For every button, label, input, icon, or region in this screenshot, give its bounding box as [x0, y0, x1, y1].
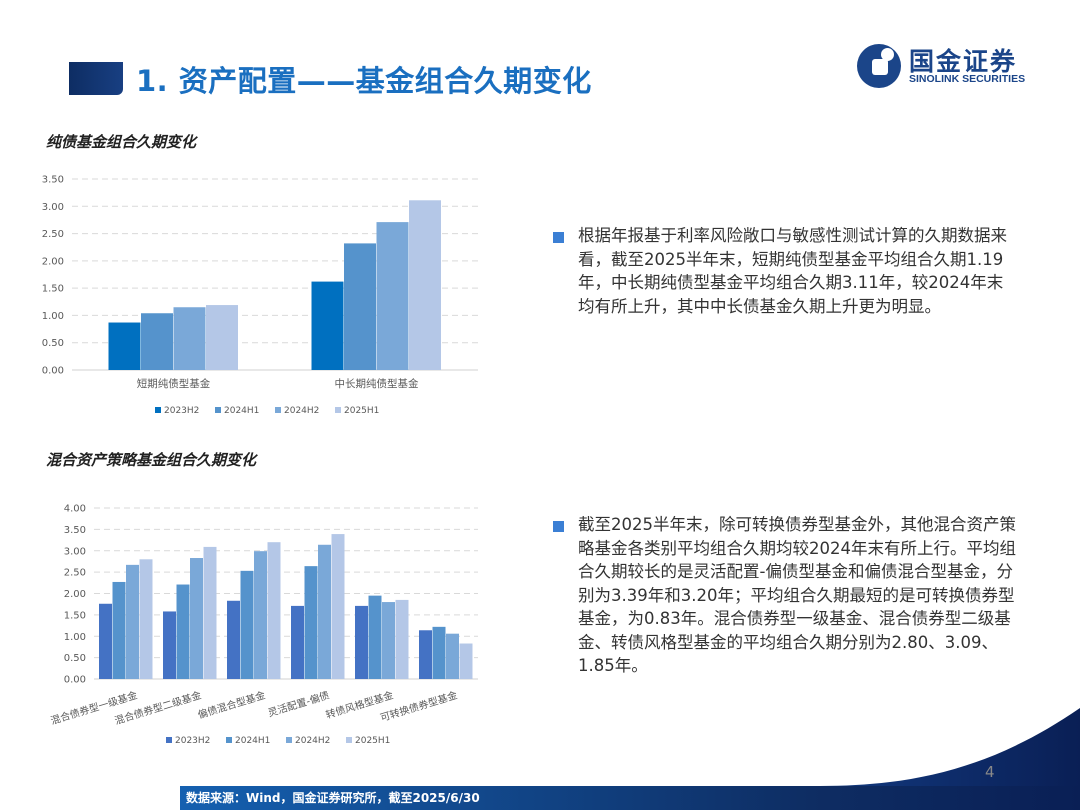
y-tick-label: 3.00	[42, 202, 64, 213]
legend-label: 2024H2	[295, 736, 330, 746]
bar-2024H2	[382, 602, 395, 679]
legend-label: 2024H2	[284, 406, 319, 416]
bar-2023H2	[355, 605, 368, 679]
y-tick-label: 2.50	[64, 568, 86, 579]
legend-swatch	[166, 737, 172, 743]
x-category-label: 偏债混合型基金	[196, 688, 267, 721]
page-title: 1. 资产配置——基金组合久期变化	[136, 64, 592, 98]
chart-legend: 2023H2 2024H1 2024H2 2025H1	[155, 406, 379, 416]
chart-legend: 2023H2 2024H1 2024H2 2025H1	[166, 736, 390, 746]
legend-label: 2023H2	[175, 736, 210, 746]
bar-2023H2	[227, 600, 240, 679]
title-accent-block	[69, 62, 123, 95]
bar-2024H2	[446, 633, 459, 679]
bar-2024H1	[368, 595, 382, 679]
bar-2025H1	[203, 546, 217, 679]
legend-swatch	[215, 407, 221, 413]
bar-2025H1	[139, 559, 153, 679]
bar-2024H2	[318, 544, 331, 679]
y-tick-label: 2.00	[64, 589, 86, 600]
x-category-label: 短期纯债型基金	[137, 377, 211, 390]
y-tick-label: 0.00	[64, 675, 86, 686]
y-tick-label: 2.00	[42, 256, 64, 267]
legend-swatch	[335, 407, 341, 413]
bar-2024H2	[376, 222, 409, 370]
bullet-icon	[553, 521, 564, 532]
y-tick-label: 4.00	[64, 504, 86, 515]
y-tick-label: 3.50	[42, 175, 64, 186]
mixed-asset-duration-chart: 0.000.501.001.502.002.503.003.504.00混合债券…	[49, 504, 478, 746]
bar-2025H1	[331, 534, 345, 679]
corner-swoosh-decoration	[820, 708, 1080, 810]
y-tick-label: 0.00	[42, 366, 64, 377]
legend-swatch	[346, 737, 352, 743]
bar-2025H1	[395, 599, 409, 679]
y-tick-label: 1.50	[64, 610, 86, 621]
bullet-icon	[553, 232, 564, 243]
bar-2024H1	[141, 313, 173, 370]
bar-2023H2	[108, 322, 141, 370]
bar-2023H2	[163, 611, 176, 679]
x-category-label: 灵活配置-偏债	[266, 688, 331, 719]
bullet-text-1: 根据年报基于利率风险敞口与敏感性测试计算的久期数据来看，截至2025半年末，短期…	[578, 226, 1007, 316]
logo-icon	[857, 44, 901, 88]
legend-swatch	[275, 407, 281, 413]
legend-swatch	[286, 737, 292, 743]
bar-2023H2	[419, 630, 432, 679]
y-tick-label: 1.50	[42, 284, 64, 295]
pure-bond-duration-chart: 0.00 0.50 1.00 1.50 2.00 2.50 3.00 3.50 短期纯债型基金 中…	[42, 175, 478, 416]
legend-label: 2023H2	[164, 406, 199, 416]
footer-band	[180, 786, 1080, 810]
bar-2023H2	[99, 603, 112, 679]
bar-2024H1	[432, 626, 446, 679]
y-tick-label: 1.00	[64, 632, 86, 643]
legend-label: 2025H1	[355, 736, 390, 746]
logo-english-name: SINOLINK SECURITIES	[909, 73, 1026, 85]
bar-2024H2	[173, 307, 206, 370]
x-category-label: 中长期纯债型基金	[335, 377, 419, 390]
company-logo: 国金证券 SINOLINK SECURITIES	[857, 44, 1057, 94]
legend-label: 2024H1	[235, 736, 270, 746]
chart2-title: 混合资产策略基金组合久期变化	[46, 451, 257, 469]
bar-2024H2	[126, 564, 139, 679]
y-tick-label: 3.50	[64, 525, 86, 536]
bar-2024H1	[112, 581, 126, 679]
bar-2023H2	[291, 605, 304, 679]
bar-2024H1	[240, 570, 254, 679]
legend-label: 2025H1	[344, 406, 379, 416]
page-number: 4	[985, 763, 995, 781]
legend-swatch	[226, 737, 232, 743]
bar-2024H2	[254, 551, 267, 679]
bullet-text-2: 截至2025半年末，除可转换债券型基金外，其他混合资产策略基金各类别平均组合久期…	[578, 515, 1016, 675]
logo-chinese-name: 国金证券	[909, 47, 1018, 76]
bar-2025H1	[409, 200, 441, 370]
data-source-note: 数据来源：Wind，国金证券研究所，截至2025/6/30	[186, 791, 480, 805]
bar-2024H1	[344, 243, 376, 370]
y-tick-label: 1.00	[42, 311, 64, 322]
bar-2025H1	[206, 305, 238, 370]
bar-2025H1	[267, 542, 281, 679]
bar-2024H1	[176, 584, 190, 679]
y-tick-label: 0.50	[42, 338, 64, 349]
chart1-title: 纯债基金组合久期变化	[46, 133, 197, 151]
legend-swatch	[155, 407, 161, 413]
y-tick-label: 3.00	[64, 546, 86, 557]
bar-2023H2	[311, 281, 344, 370]
y-tick-label: 0.50	[64, 653, 86, 664]
legend-label: 2024H1	[224, 406, 259, 416]
bar-2024H1	[304, 566, 318, 679]
bar-2025H1	[459, 643, 473, 679]
y-tick-label: 2.50	[42, 229, 64, 240]
bar-2024H2	[190, 558, 203, 679]
